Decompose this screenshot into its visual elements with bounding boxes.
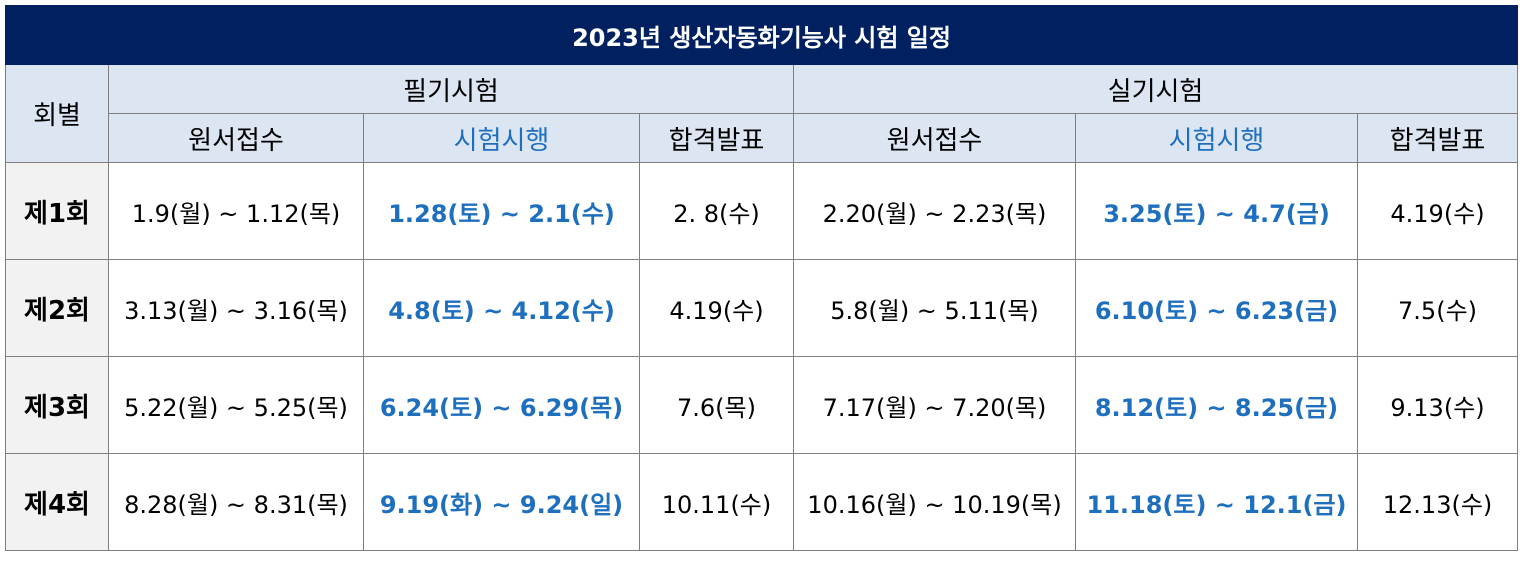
practical-exam-cell: 6.10(토) ~ 6.23(금) bbox=[1075, 259, 1358, 357]
written-result-header: 합격발표 bbox=[639, 113, 794, 163]
written-result-cell: 2. 8(수) bbox=[639, 162, 794, 260]
round-header: 회별 bbox=[5, 64, 109, 163]
written-exam-header: 필기시험 bbox=[108, 64, 794, 114]
written-application-header: 원서접수 bbox=[108, 113, 364, 163]
written-exam-cell: 9.19(화) ~ 9.24(일) bbox=[363, 453, 640, 551]
practical-result-cell: 7.5(수) bbox=[1356, 259, 1519, 357]
round-label: 제1회 bbox=[5, 162, 109, 260]
table-row: 제1회 1.9(월) ~ 1.12(목) 1.28(토) ~ 2.1(수) 2.… bbox=[5, 162, 1519, 260]
practical-exam-cell: 3.25(토) ~ 4.7(금) bbox=[1075, 162, 1358, 260]
round-label: 제3회 bbox=[5, 356, 109, 454]
practical-application-cell: 5.8(월) ~ 5.11(목) bbox=[793, 259, 1076, 357]
practical-application-cell: 10.16(월) ~ 10.19(목) bbox=[793, 453, 1076, 551]
written-application-cell: 5.22(월) ~ 5.25(목) bbox=[108, 356, 364, 454]
round-label: 제2회 bbox=[5, 259, 109, 357]
written-exam-date-header: 시험시행 bbox=[363, 113, 640, 163]
practical-exam-cell: 8.12(토) ~ 8.25(금) bbox=[1075, 356, 1358, 454]
written-application-cell: 3.13(월) ~ 3.16(목) bbox=[108, 259, 364, 357]
practical-result-header: 합격발표 bbox=[1356, 113, 1519, 163]
written-exam-cell: 4.8(토) ~ 4.12(수) bbox=[363, 259, 640, 357]
practical-exam-date-header: 시험시행 bbox=[1075, 113, 1358, 163]
practical-result-cell: 4.19(수) bbox=[1356, 162, 1519, 260]
written-application-cell: 1.9(월) ~ 1.12(목) bbox=[108, 162, 364, 260]
round-label: 제4회 bbox=[5, 453, 109, 551]
table-row: 제2회 3.13(월) ~ 3.16(목) 4.8(토) ~ 4.12(수) 4… bbox=[5, 259, 1519, 357]
table-row: 제3회 5.22(월) ~ 5.25(목) 6.24(토) ~ 6.29(목) … bbox=[5, 356, 1519, 454]
practical-application-cell: 2.20(월) ~ 2.23(목) bbox=[793, 162, 1076, 260]
written-result-cell: 4.19(수) bbox=[639, 259, 794, 357]
written-result-cell: 10.11(수) bbox=[639, 453, 794, 551]
practical-exam-cell: 11.18(토) ~ 12.1(금) bbox=[1075, 453, 1358, 551]
written-exam-cell: 1.28(토) ~ 2.1(수) bbox=[363, 162, 640, 260]
practical-result-cell: 9.13(수) bbox=[1356, 356, 1519, 454]
exam-schedule-table: 2023년 생산자동화기능사 시험 일정 회별 필기시험 실기시험 원서접수 시… bbox=[4, 5, 1519, 551]
practical-application-header: 원서접수 bbox=[793, 113, 1076, 163]
table-title: 2023년 생산자동화기능사 시험 일정 bbox=[4, 5, 1519, 65]
practical-exam-header: 실기시험 bbox=[792, 64, 1519, 114]
practical-application-cell: 7.17(월) ~ 7.20(목) bbox=[793, 356, 1076, 454]
written-result-cell: 7.6(목) bbox=[639, 356, 794, 454]
written-exam-cell: 6.24(토) ~ 6.29(목) bbox=[363, 356, 640, 454]
table-row: 제4회 8.28(월) ~ 8.31(목) 9.19(화) ~ 9.24(일) … bbox=[5, 453, 1519, 551]
written-application-cell: 8.28(월) ~ 8.31(목) bbox=[108, 453, 364, 551]
practical-result-cell: 12.13(수) bbox=[1356, 453, 1519, 551]
